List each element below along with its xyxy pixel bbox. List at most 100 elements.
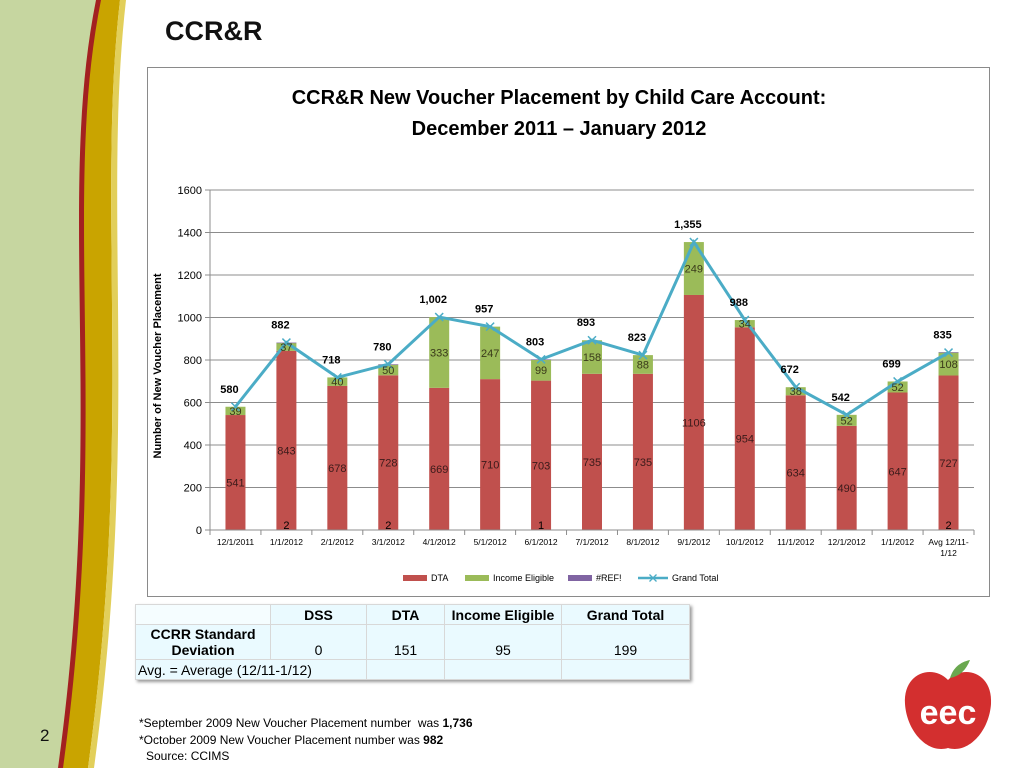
bar-incomeeligible [429,317,450,388]
grand-total-data-label: 988 [730,297,748,309]
income-eligible-data-label: 99 [535,365,547,377]
logo-text: eec [920,694,977,732]
legend-marker-grandtotal [649,574,657,582]
bar-dta [429,387,450,530]
stats-note-blank-1 [366,659,445,680]
x-tick-label: 11/1/2012 [777,537,814,547]
bar-dta [531,380,552,530]
stats-header-dss: DSS [270,604,367,625]
bar-dta [632,373,653,530]
bar-dta [836,425,857,530]
dta-data-label: 843 [277,445,295,457]
side-decoration [0,0,140,768]
bar-incomeeligible [480,326,501,380]
x-tick-label: 4/1/2012 [423,537,456,547]
bar-incomeeligible [582,340,602,374]
chart-title-line1: CCR&R New Voucher Placement by Child Car… [292,87,827,109]
bar-dta [378,375,399,530]
grand-total-data-label: 957 [475,304,493,316]
income-eligible-data-label: 158 [583,352,601,364]
income-eligible-data-label: 52 [841,415,853,427]
stats-note-blank-3 [561,659,690,680]
footnote-september-value: 1,736 [442,716,473,730]
bar-incomeeligible [531,359,552,381]
chart-frame: CCR&R New Voucher Placement by Child Car… [147,67,990,597]
dta-data-label: 727 [939,458,957,470]
x-tick-label: 9/1/2012 [677,537,710,547]
footnote-october-value: 982 [423,733,444,747]
grand-total-data-label: 699 [882,358,900,370]
bar-dta [327,385,348,530]
x-tick-label: 1/12 [940,548,957,558]
bar-incomeeligible [734,320,755,328]
stats-header-row: DSS DTA Income Eligible Grand Total [135,604,690,625]
dta-data-label: 735 [583,457,601,469]
y-tick-label: 600 [184,398,202,410]
bar-dta [683,294,704,530]
grand-total-data-label: 780 [373,341,391,353]
grand-total-marker [281,338,291,348]
bar-dta [887,392,908,530]
footnote-september-text: *September 2009 New Voucher Placement nu… [139,716,443,730]
footnote-september: *September 2009 New Voucher Placement nu… [139,716,473,730]
income-eligible-data-label: 37 [280,342,292,354]
stacked-bar-chart: CCR&R New Voucher Placement by Child Car… [152,87,975,583]
footnote-october-text: *October 2009 New Voucher Placement numb… [139,733,424,747]
x-tick-label: 10/1/2012 [726,537,764,547]
dta-data-label: 490 [837,483,855,495]
x-tick-label: 7/1/2012 [575,537,608,547]
income-eligible-data-label: 50 [382,365,394,377]
y-axis-label: Number of New Voucher Placement [152,273,164,458]
dta-data-label: 678 [328,463,346,475]
legend-label-ref: #REF! [596,573,622,583]
y-tick-label: 200 [184,483,202,495]
stats-note: Avg. = Average (12/11-1/12) [135,659,367,680]
dta-data-label: 541 [226,478,244,490]
bar-incomeeligible [327,377,348,386]
page-number: 2 [40,726,50,745]
legend-label-incomeeligible: Income Eligible [493,573,554,583]
grand-total-marker [332,372,342,382]
grand-total-marker [842,410,852,420]
legend-swatch-incomeeligible [465,575,489,581]
y-tick-label: 400 [184,440,202,452]
y-tick-label: 800 [184,355,202,367]
grand-total-marker [587,335,597,345]
grand-total-data-label: 718 [322,354,340,366]
x-tick-label: 6/1/2012 [525,537,558,547]
income-eligible-data-label: 247 [481,348,499,360]
bar-incomeeligible [632,355,653,374]
stats-row-std-dev: CCRR Standard Deviation 0 151 95 199 [135,624,690,660]
dta-data-label: 954 [736,434,754,446]
stats-header-blank [135,604,271,625]
stats-header-dta: DTA [366,604,445,625]
stats-cell-dta: 151 [366,624,445,660]
dta-data-label: 1106 [682,417,706,429]
stats-cell-income-eligible: 95 [444,624,562,660]
footnote-october: *October 2009 New Voucher Placement numb… [139,733,443,747]
grand-total-data-label: 672 [781,364,799,376]
x-tick-label: 1/1/2012 [270,537,303,547]
stats-cell-dss: 0 [270,624,367,660]
ref-data-label: 2 [385,520,391,532]
legend-swatch-ref [568,575,592,581]
grand-total-data-label: 580 [220,384,238,396]
x-tick-label: 8/1/2012 [626,537,659,547]
legend-label-dta: DTA [431,573,448,583]
stats-note-blank-2 [444,659,562,680]
grand-total-marker [893,376,903,386]
income-eligible-data-label: 34 [739,319,751,331]
grand-total-marker [434,312,444,322]
grand-total-data-label: 893 [577,317,595,329]
x-tick-label: 12/1/2012 [828,537,866,547]
stats-note-row: Avg. = Average (12/11-1/12) [135,659,690,680]
dta-data-label: 703 [532,460,550,472]
grand-total-marker [230,402,240,412]
grand-total-data-label: 803 [526,336,544,348]
grand-total-data-label: 882 [271,320,289,332]
grand-total-marker [740,315,750,325]
grand-total-data-label: 1,355 [674,219,702,231]
grand-total-data-label: 835 [933,330,951,342]
grand-total-marker [944,348,954,358]
grand-total-marker [536,354,546,364]
